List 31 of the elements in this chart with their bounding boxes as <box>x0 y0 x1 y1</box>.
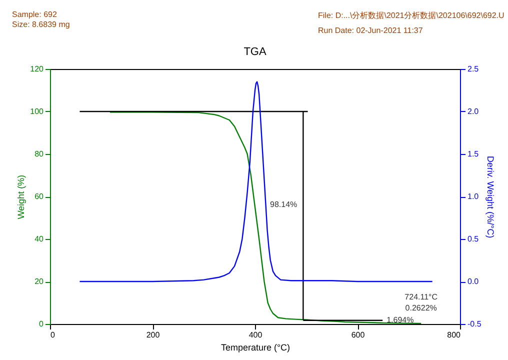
x-tick-label: 200 <box>146 330 160 340</box>
annotation: 0.2622% <box>405 303 437 312</box>
annotation: 1.694% <box>386 315 414 324</box>
y2-tick-label: 0.0 <box>468 277 480 286</box>
text: Run Date: 02-Jun-2021 11:37 <box>318 26 423 35</box>
y2-tick-label: -0.5 <box>468 320 482 328</box>
y2-axis-title: Deriv. Weight (%/°C) <box>485 156 496 238</box>
y-tick-label: 120 <box>30 64 44 74</box>
y-tick-label: 40 <box>34 234 44 244</box>
y2-tick-label: 2.5 <box>468 64 480 74</box>
y2-tick-label: 2.0 <box>468 107 480 116</box>
chart-title: TGA <box>244 46 267 58</box>
y-tick-label: 0 <box>39 320 44 328</box>
x-tick-label: 0 <box>50 330 56 340</box>
annotation: 98.14% <box>270 200 298 209</box>
x-tick-label: 600 <box>351 330 366 340</box>
x-axis-title: Temperature (°C) <box>220 342 290 352</box>
y-tick-label: 100 <box>30 107 44 116</box>
text: File: D:...\分析数据\2021分析数据\202106\692\692.U <box>318 10 504 21</box>
y-tick-label: 20 <box>34 277 44 286</box>
x-tick-label: 400 <box>248 330 263 340</box>
y2-tick-label: 0.5 <box>468 234 480 244</box>
y2-tick-label: 1.0 <box>468 192 480 201</box>
y2-tick-label: 1.5 <box>468 150 480 158</box>
y-axis-title: Weight (%) <box>16 174 26 220</box>
y-tick-label: 80 <box>34 150 44 158</box>
annotation: 724.11°C <box>404 292 438 302</box>
text: Size: 8.6839 mg <box>12 20 70 29</box>
y-tick-label: 60 <box>34 192 44 201</box>
x-tick-label: 800 <box>447 330 462 340</box>
text: Sample: 692 <box>12 10 57 19</box>
